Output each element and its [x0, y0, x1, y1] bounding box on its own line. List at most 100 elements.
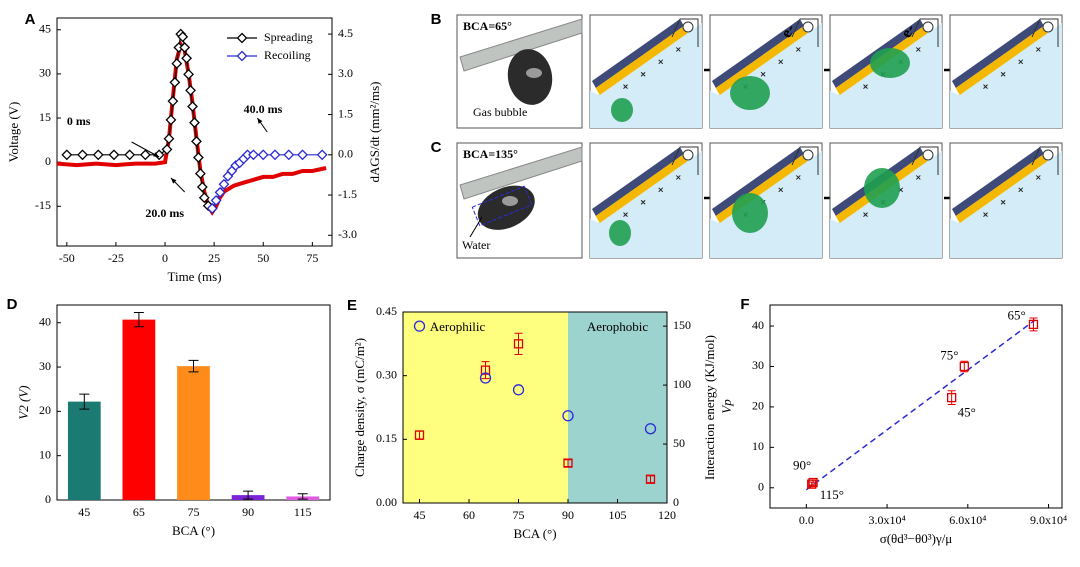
x-tick-label: 0 — [162, 251, 168, 265]
electrode — [952, 19, 1044, 89]
marker — [139, 149, 151, 161]
charge-sign — [915, 175, 921, 180]
point-label: 75° — [940, 347, 958, 362]
charge-sign — [863, 84, 868, 89]
dielectric — [955, 154, 1048, 224]
charge-sign — [658, 59, 664, 65]
charge-sign — [778, 187, 784, 193]
x-tick-label: -50 — [59, 251, 75, 265]
marker — [171, 58, 183, 70]
charge-sign — [1000, 199, 1006, 205]
electrode — [952, 147, 1044, 217]
bubble — [732, 193, 768, 233]
plot-frame — [769, 304, 1063, 509]
charge-sign — [1035, 47, 1041, 52]
bar — [67, 401, 101, 500]
x-tick-label: 90 — [242, 505, 254, 519]
charge-sign — [778, 59, 784, 65]
y2-tick-label: 1.5 — [338, 106, 353, 120]
bar — [122, 319, 156, 500]
photo-blob — [477, 185, 535, 230]
charge-sign — [640, 71, 646, 77]
charge-sign — [640, 199, 646, 205]
y2-axis-label: dAGS/dt (mm²/ms) — [367, 81, 382, 182]
marker — [179, 42, 191, 53]
electrode — [592, 147, 684, 217]
y2-tick-label: 100 — [673, 377, 691, 391]
marker — [316, 149, 328, 161]
meter — [1042, 21, 1054, 33]
error-bar — [133, 312, 144, 328]
marker — [645, 474, 656, 484]
electrode — [712, 19, 804, 89]
charge-sign — [1035, 175, 1041, 180]
marker — [480, 365, 491, 375]
x-tick-label: 0.0 — [799, 513, 814, 527]
marker — [218, 178, 230, 190]
water — [950, 151, 1062, 258]
marker — [236, 50, 248, 62]
meter — [1042, 149, 1054, 161]
charge-sign — [1018, 187, 1024, 193]
arrow-head — [170, 178, 177, 184]
x-tick-label: 45 — [78, 505, 90, 519]
y-tick-label: 0.30 — [376, 367, 397, 381]
arrow-head — [257, 118, 263, 124]
y-tick-label: 0.15 — [376, 431, 397, 445]
marker — [189, 117, 200, 129]
x-tick-label: 105 — [609, 508, 627, 522]
bca-label: BCA=65° — [463, 19, 512, 33]
error-bar — [514, 332, 523, 355]
y-tick-label: 0 — [758, 480, 764, 494]
y2-tick-label: 4.5 — [338, 26, 353, 40]
y-tick-label: 0.45 — [376, 304, 397, 318]
y2-tick-label: 0 — [673, 495, 679, 509]
y-tick-label: 30 — [39, 66, 51, 80]
panel-label: C — [431, 139, 442, 156]
y-tick-label: 40 — [39, 314, 51, 328]
charge-sign — [623, 212, 628, 217]
meter — [922, 149, 934, 161]
circuit-wire — [911, 18, 939, 47]
x-tick-label: 50 — [257, 251, 269, 265]
bubble — [730, 76, 770, 110]
marker — [165, 114, 177, 126]
annotation: 20.0 ms — [145, 206, 184, 220]
meter — [682, 21, 694, 33]
meter — [922, 21, 934, 33]
marker — [183, 68, 195, 80]
y-tick-label: 15 — [39, 110, 51, 124]
x-tick-label: 3.0x10⁴ — [868, 513, 905, 527]
annotation: 0 ms — [67, 114, 91, 128]
bar — [177, 366, 210, 500]
y-tick-label: 20 — [39, 403, 51, 417]
error-bar — [79, 393, 90, 410]
y2-tick-label: 3.0 — [338, 66, 353, 80]
circuit-wire — [671, 146, 699, 175]
y-axis-label: Voltage (V) — [6, 102, 21, 163]
marker — [644, 423, 657, 435]
legend-label: Spreading — [264, 30, 313, 44]
marker — [92, 149, 104, 161]
marker — [283, 149, 295, 161]
x-tick-label: 75 — [306, 251, 318, 265]
region — [403, 312, 568, 503]
charge-sign — [795, 175, 801, 180]
marker — [479, 372, 492, 384]
marker — [169, 76, 181, 88]
charge-sign — [1018, 59, 1024, 65]
marker — [947, 392, 957, 403]
circuit-wire — [1031, 146, 1059, 175]
marker — [191, 135, 202, 147]
y2-axis-label: Interaction energy (KJ/mol) — [702, 335, 717, 480]
x-axis-label: BCA (°) — [172, 523, 215, 538]
photo-rod — [459, 146, 583, 200]
panel-label: D — [7, 296, 18, 313]
marker — [167, 95, 179, 107]
marker — [1028, 319, 1039, 330]
caption-arrow — [469, 216, 483, 238]
error-bar — [188, 359, 199, 373]
x-tick-label: 75 — [188, 505, 200, 519]
photo-rod — [459, 18, 583, 72]
